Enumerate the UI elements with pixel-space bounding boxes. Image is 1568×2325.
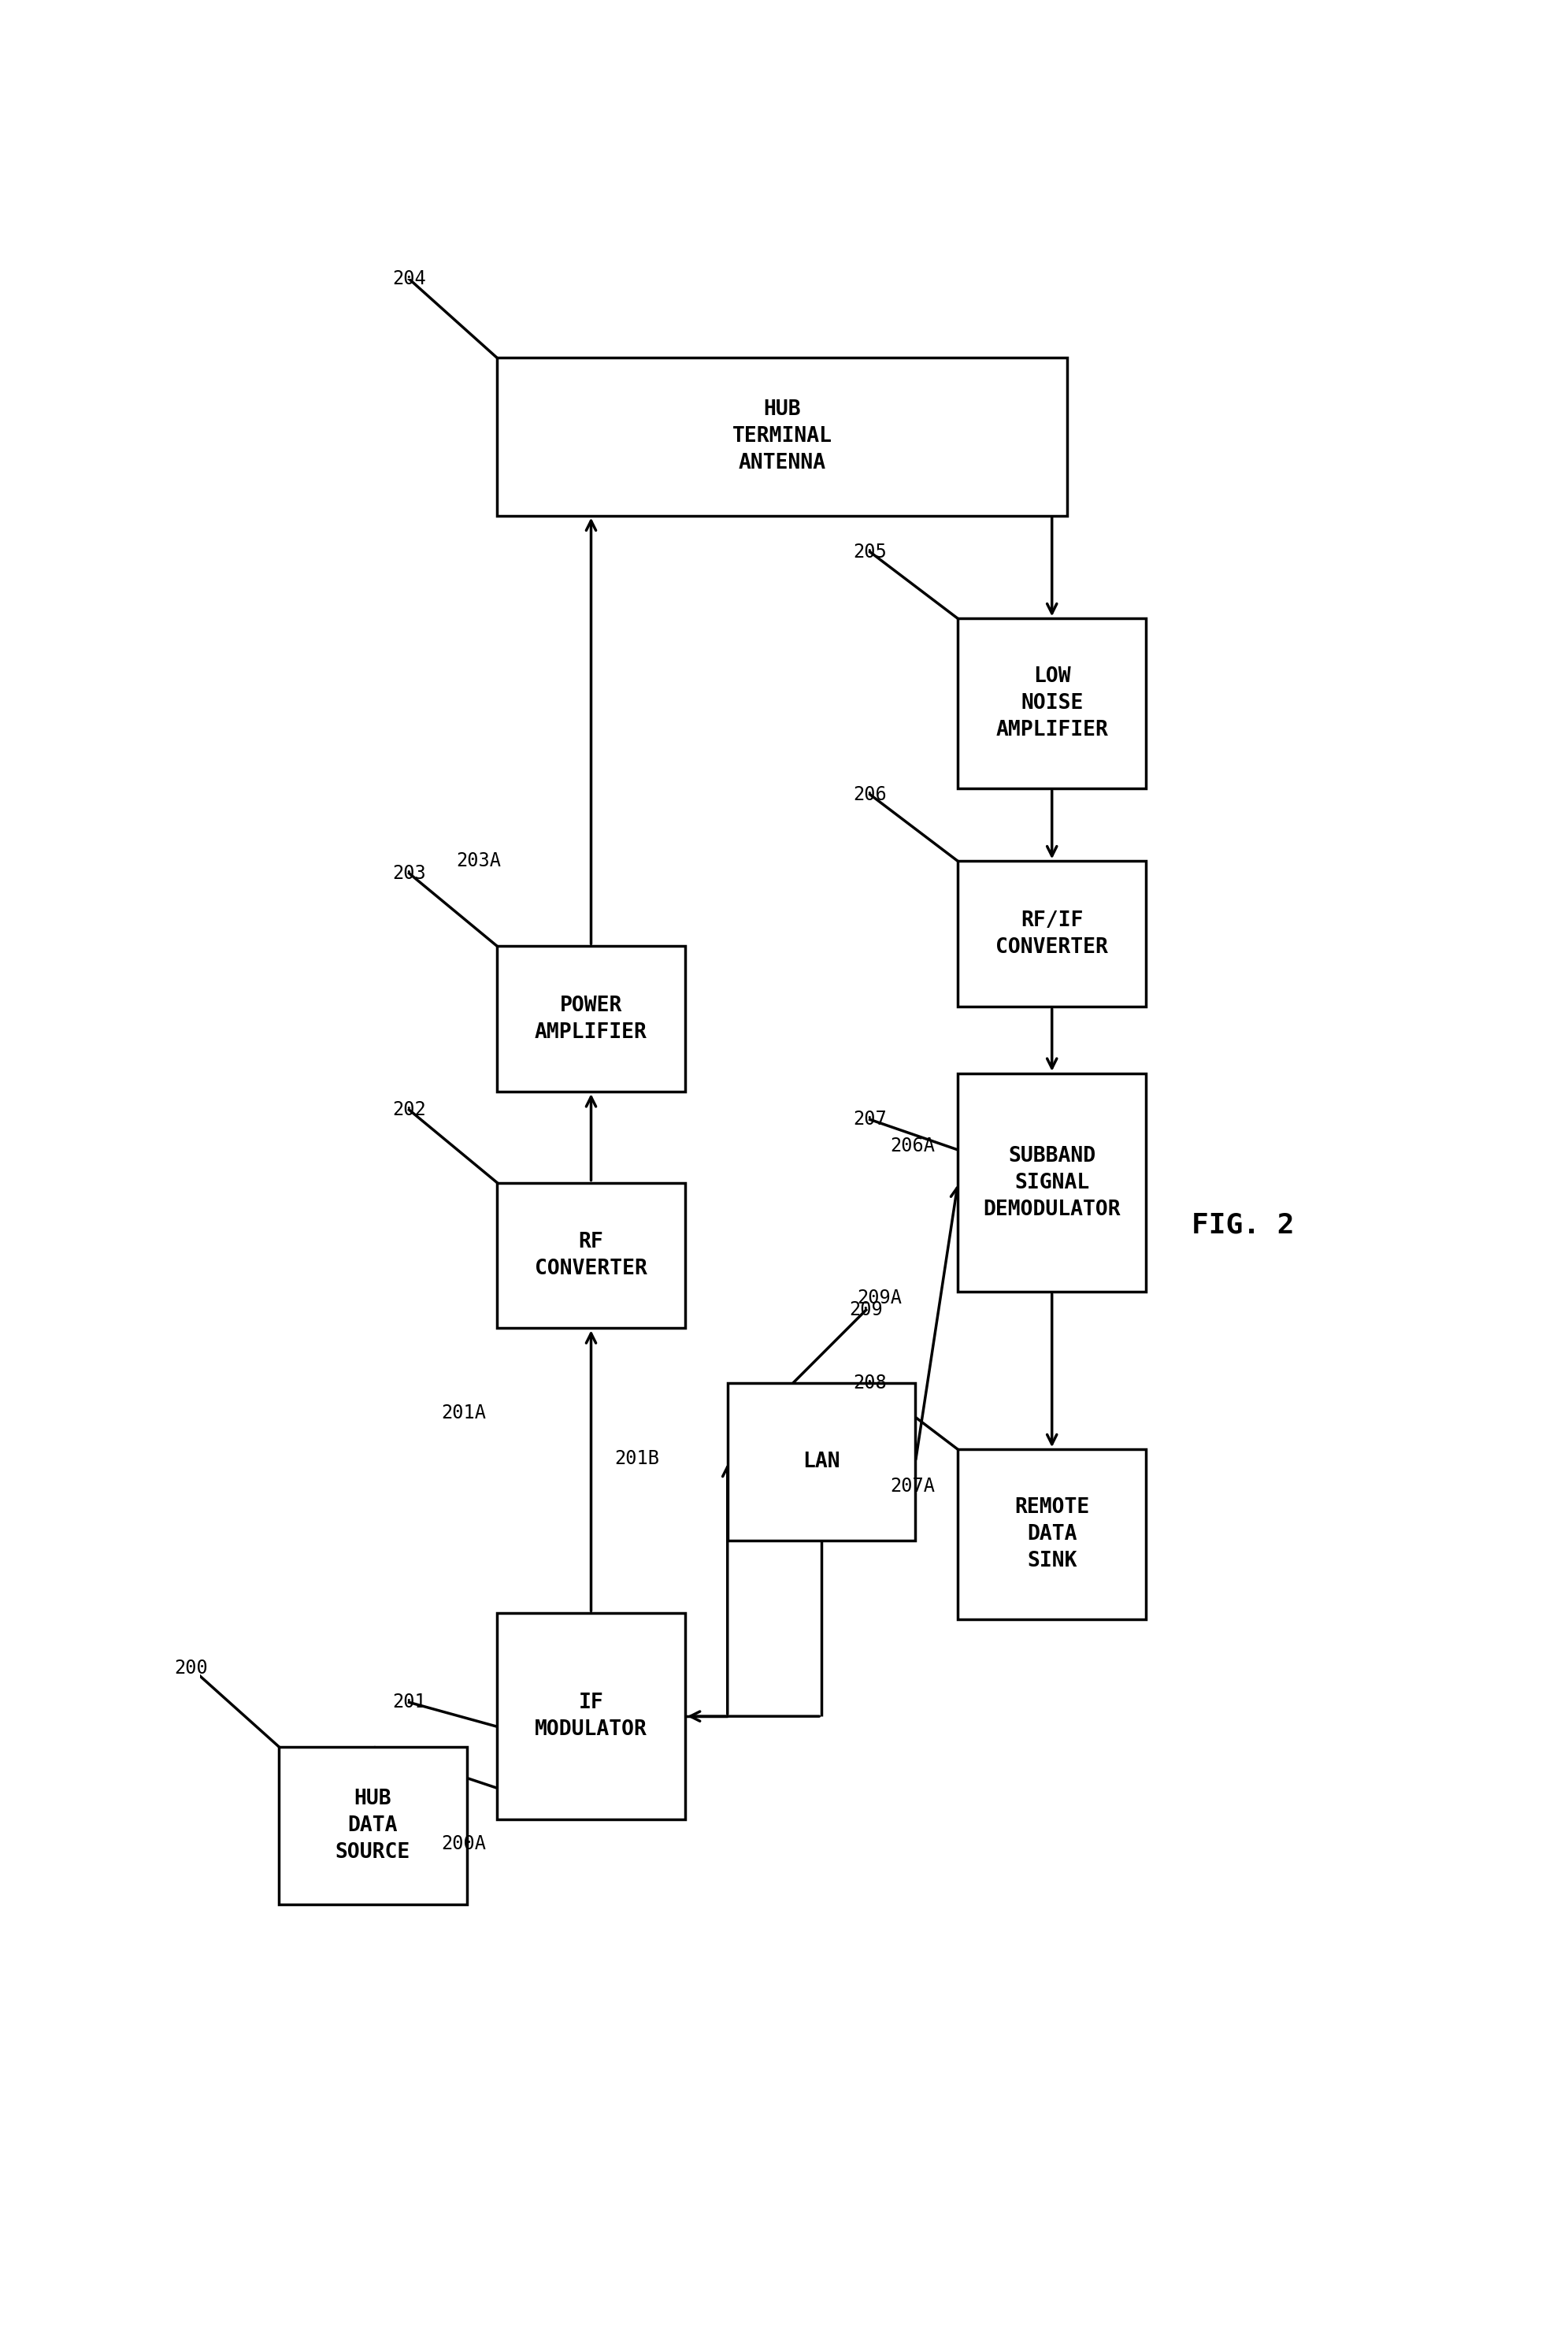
Bar [958,860,1146,1007]
Text: POWER
AMPLIFIER: POWER AMPLIFIER [535,995,648,1042]
Text: HUB
DATA
SOURCE: HUB DATA SOURCE [336,1788,411,1862]
Bar [497,1614,685,1820]
Text: LOW
NOISE
AMPLIFIER: LOW NOISE AMPLIFIER [996,667,1109,742]
Text: REMOTE
DATA
SINK: REMOTE DATA SINK [1014,1497,1090,1572]
Bar [958,618,1146,788]
Text: 201A: 201A [441,1404,486,1423]
Text: 200A: 200A [441,1834,486,1853]
Bar [728,1383,916,1541]
Text: RF
CONVERTER: RF CONVERTER [535,1232,648,1279]
Text: 202: 202 [392,1100,426,1118]
Text: 208: 208 [853,1374,887,1393]
Bar [958,1074,1146,1293]
Bar [958,1448,1146,1618]
Text: 204: 204 [392,270,426,288]
Text: SUBBAND
SIGNAL
DEMODULATOR: SUBBAND SIGNAL DEMODULATOR [983,1146,1121,1221]
Text: 201: 201 [392,1693,426,1711]
Text: 207A: 207A [891,1476,935,1495]
Text: 207: 207 [853,1109,887,1130]
Text: 201B: 201B [615,1448,659,1467]
Bar [497,946,685,1093]
Bar [497,358,1068,516]
Text: HUB
TERMINAL
ANTENNA: HUB TERMINAL ANTENNA [732,400,833,474]
Text: 205: 205 [853,542,887,560]
Text: 209A: 209A [856,1288,902,1307]
Text: 203A: 203A [456,851,502,870]
Text: 206A: 206A [891,1137,935,1156]
Text: 200: 200 [174,1658,207,1676]
Bar [279,1746,467,1904]
Text: RF/IF
CONVERTER: RF/IF CONVERTER [996,911,1109,958]
Text: LAN: LAN [803,1451,840,1472]
Text: FIG. 2: FIG. 2 [1192,1211,1294,1239]
Text: 203: 203 [392,865,426,884]
Bar [497,1183,685,1328]
Text: 209: 209 [850,1300,883,1318]
Text: 206: 206 [853,786,887,804]
Text: IF
MODULATOR: IF MODULATOR [535,1693,648,1739]
